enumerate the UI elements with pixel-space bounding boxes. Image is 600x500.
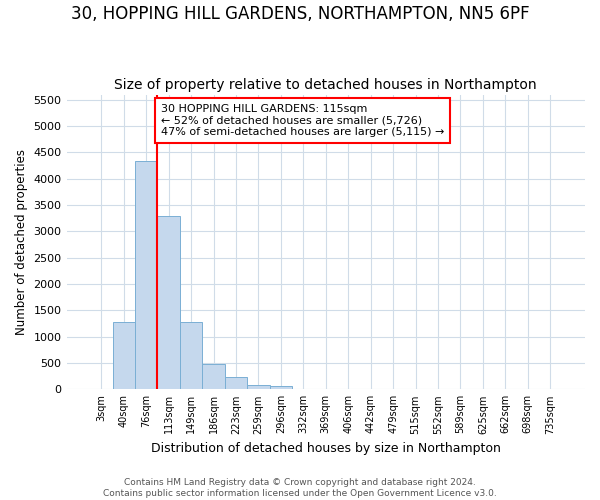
Title: Size of property relative to detached houses in Northampton: Size of property relative to detached ho… [115,78,537,92]
Text: 30, HOPPING HILL GARDENS, NORTHAMPTON, NN5 6PF: 30, HOPPING HILL GARDENS, NORTHAMPTON, N… [71,5,529,23]
Bar [269,386,292,390]
Text: Contains HM Land Registry data © Crown copyright and database right 2024.
Contai: Contains HM Land Registry data © Crown c… [103,478,497,498]
Bar [180,322,202,390]
Bar [113,322,135,390]
Y-axis label: Number of detached properties: Number of detached properties [15,149,28,335]
Text: 30 HOPPING HILL GARDENS: 115sqm
← 52% of detached houses are smaller (5,726)
47%: 30 HOPPING HILL GARDENS: 115sqm ← 52% of… [161,104,444,137]
X-axis label: Distribution of detached houses by size in Northampton: Distribution of detached houses by size … [151,442,501,455]
Bar [157,216,180,390]
Bar [135,161,157,390]
Bar [247,384,269,390]
Bar [225,377,247,390]
Bar [202,364,225,390]
